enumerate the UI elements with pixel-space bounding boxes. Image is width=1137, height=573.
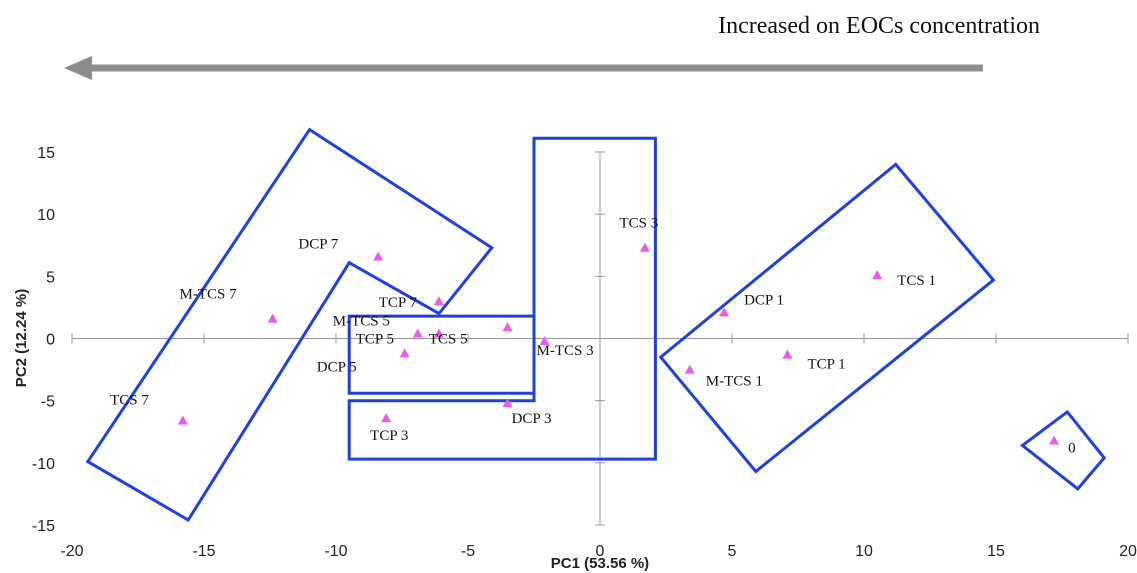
x-tick-label: 10 [855, 543, 873, 560]
point-label: TCP 5 [356, 332, 394, 348]
y-tick-label: 5 [46, 269, 55, 286]
data-point [373, 251, 384, 261]
data-point [412, 328, 423, 338]
point-label: M-TCS 1 [706, 374, 763, 390]
x-tick-label: 15 [987, 543, 1005, 560]
point-label: M-TCS 3 [537, 343, 594, 359]
x-tick-label: -20 [60, 543, 83, 560]
data-point [433, 296, 444, 306]
y-tick-label: -10 [32, 456, 55, 473]
tick-labels: -20 -15 -10 -5 0 5 10 15 20 -15 -10 -5 0 5 10 15 [32, 145, 1137, 560]
y-tick-label: 0 [46, 332, 55, 349]
data-point [502, 322, 513, 332]
point-label: TCS 3 [619, 216, 658, 232]
point-label: TCS 5 [429, 331, 468, 347]
data-points [177, 242, 1060, 445]
x-tick-label: 5 [728, 543, 737, 560]
group-outline-3 [347, 136, 657, 461]
y-axis-title: PC2 (12.24 %) [13, 289, 30, 387]
x-tick-label: 0 [596, 543, 605, 560]
arrow-head [64, 56, 92, 80]
point-label: TCP 3 [370, 428, 408, 444]
data-point [639, 242, 650, 252]
group-outline-4 [658, 162, 996, 474]
point-label: TCP 7 [379, 295, 418, 311]
x-tick-label: -10 [324, 543, 347, 560]
y-tick-label: 10 [37, 207, 55, 224]
group-outline-5 [1019, 409, 1107, 491]
data-point [719, 307, 730, 317]
y-tick-label: 15 [37, 145, 55, 162]
data-point [267, 313, 278, 323]
point-label: TCS 7 [110, 393, 149, 409]
point-label: TCS 1 [897, 273, 936, 289]
x-tick-label: -5 [461, 543, 475, 560]
y-tick-label: -15 [32, 518, 55, 535]
data-point [1049, 435, 1060, 445]
data-point [539, 335, 550, 345]
y-tick-label: -5 [41, 394, 55, 411]
data-point [872, 270, 883, 280]
data-point [399, 348, 410, 358]
data-point [502, 398, 513, 408]
concentration-arrow: Increased on EOCs concentration [64, 13, 1040, 80]
point-label: DCP 3 [512, 411, 552, 427]
data-point [381, 413, 392, 423]
data-point [177, 415, 188, 425]
point-label: M-TCS 7 [180, 287, 238, 303]
point-label: DCP 1 [744, 292, 784, 308]
point-label: M-TCS 5 [333, 314, 390, 330]
axes [71, 151, 1129, 526]
x-tick-label: -15 [192, 543, 215, 560]
data-point [782, 349, 793, 359]
point-label: 0 [1068, 440, 1076, 456]
point-label: DCP 5 [317, 359, 357, 375]
point-label: DCP 7 [298, 236, 338, 252]
x-tick-label: 20 [1119, 543, 1137, 560]
arrow-annotation: Increased on EOCs concentration [718, 13, 1040, 39]
group-outline-1 [85, 127, 495, 523]
data-point [433, 328, 444, 338]
point-labels: DCP 7 TCP 7 M-TCS 7 TCS 7 M-TCS 5 TCP 5 DCP 5 T… [110, 216, 1075, 457]
point-label: TCP 1 [807, 357, 845, 373]
x-axis-title: PC1 (53.56 %) [551, 555, 649, 572]
data-point [684, 364, 695, 374]
group-outlines [85, 127, 1107, 523]
